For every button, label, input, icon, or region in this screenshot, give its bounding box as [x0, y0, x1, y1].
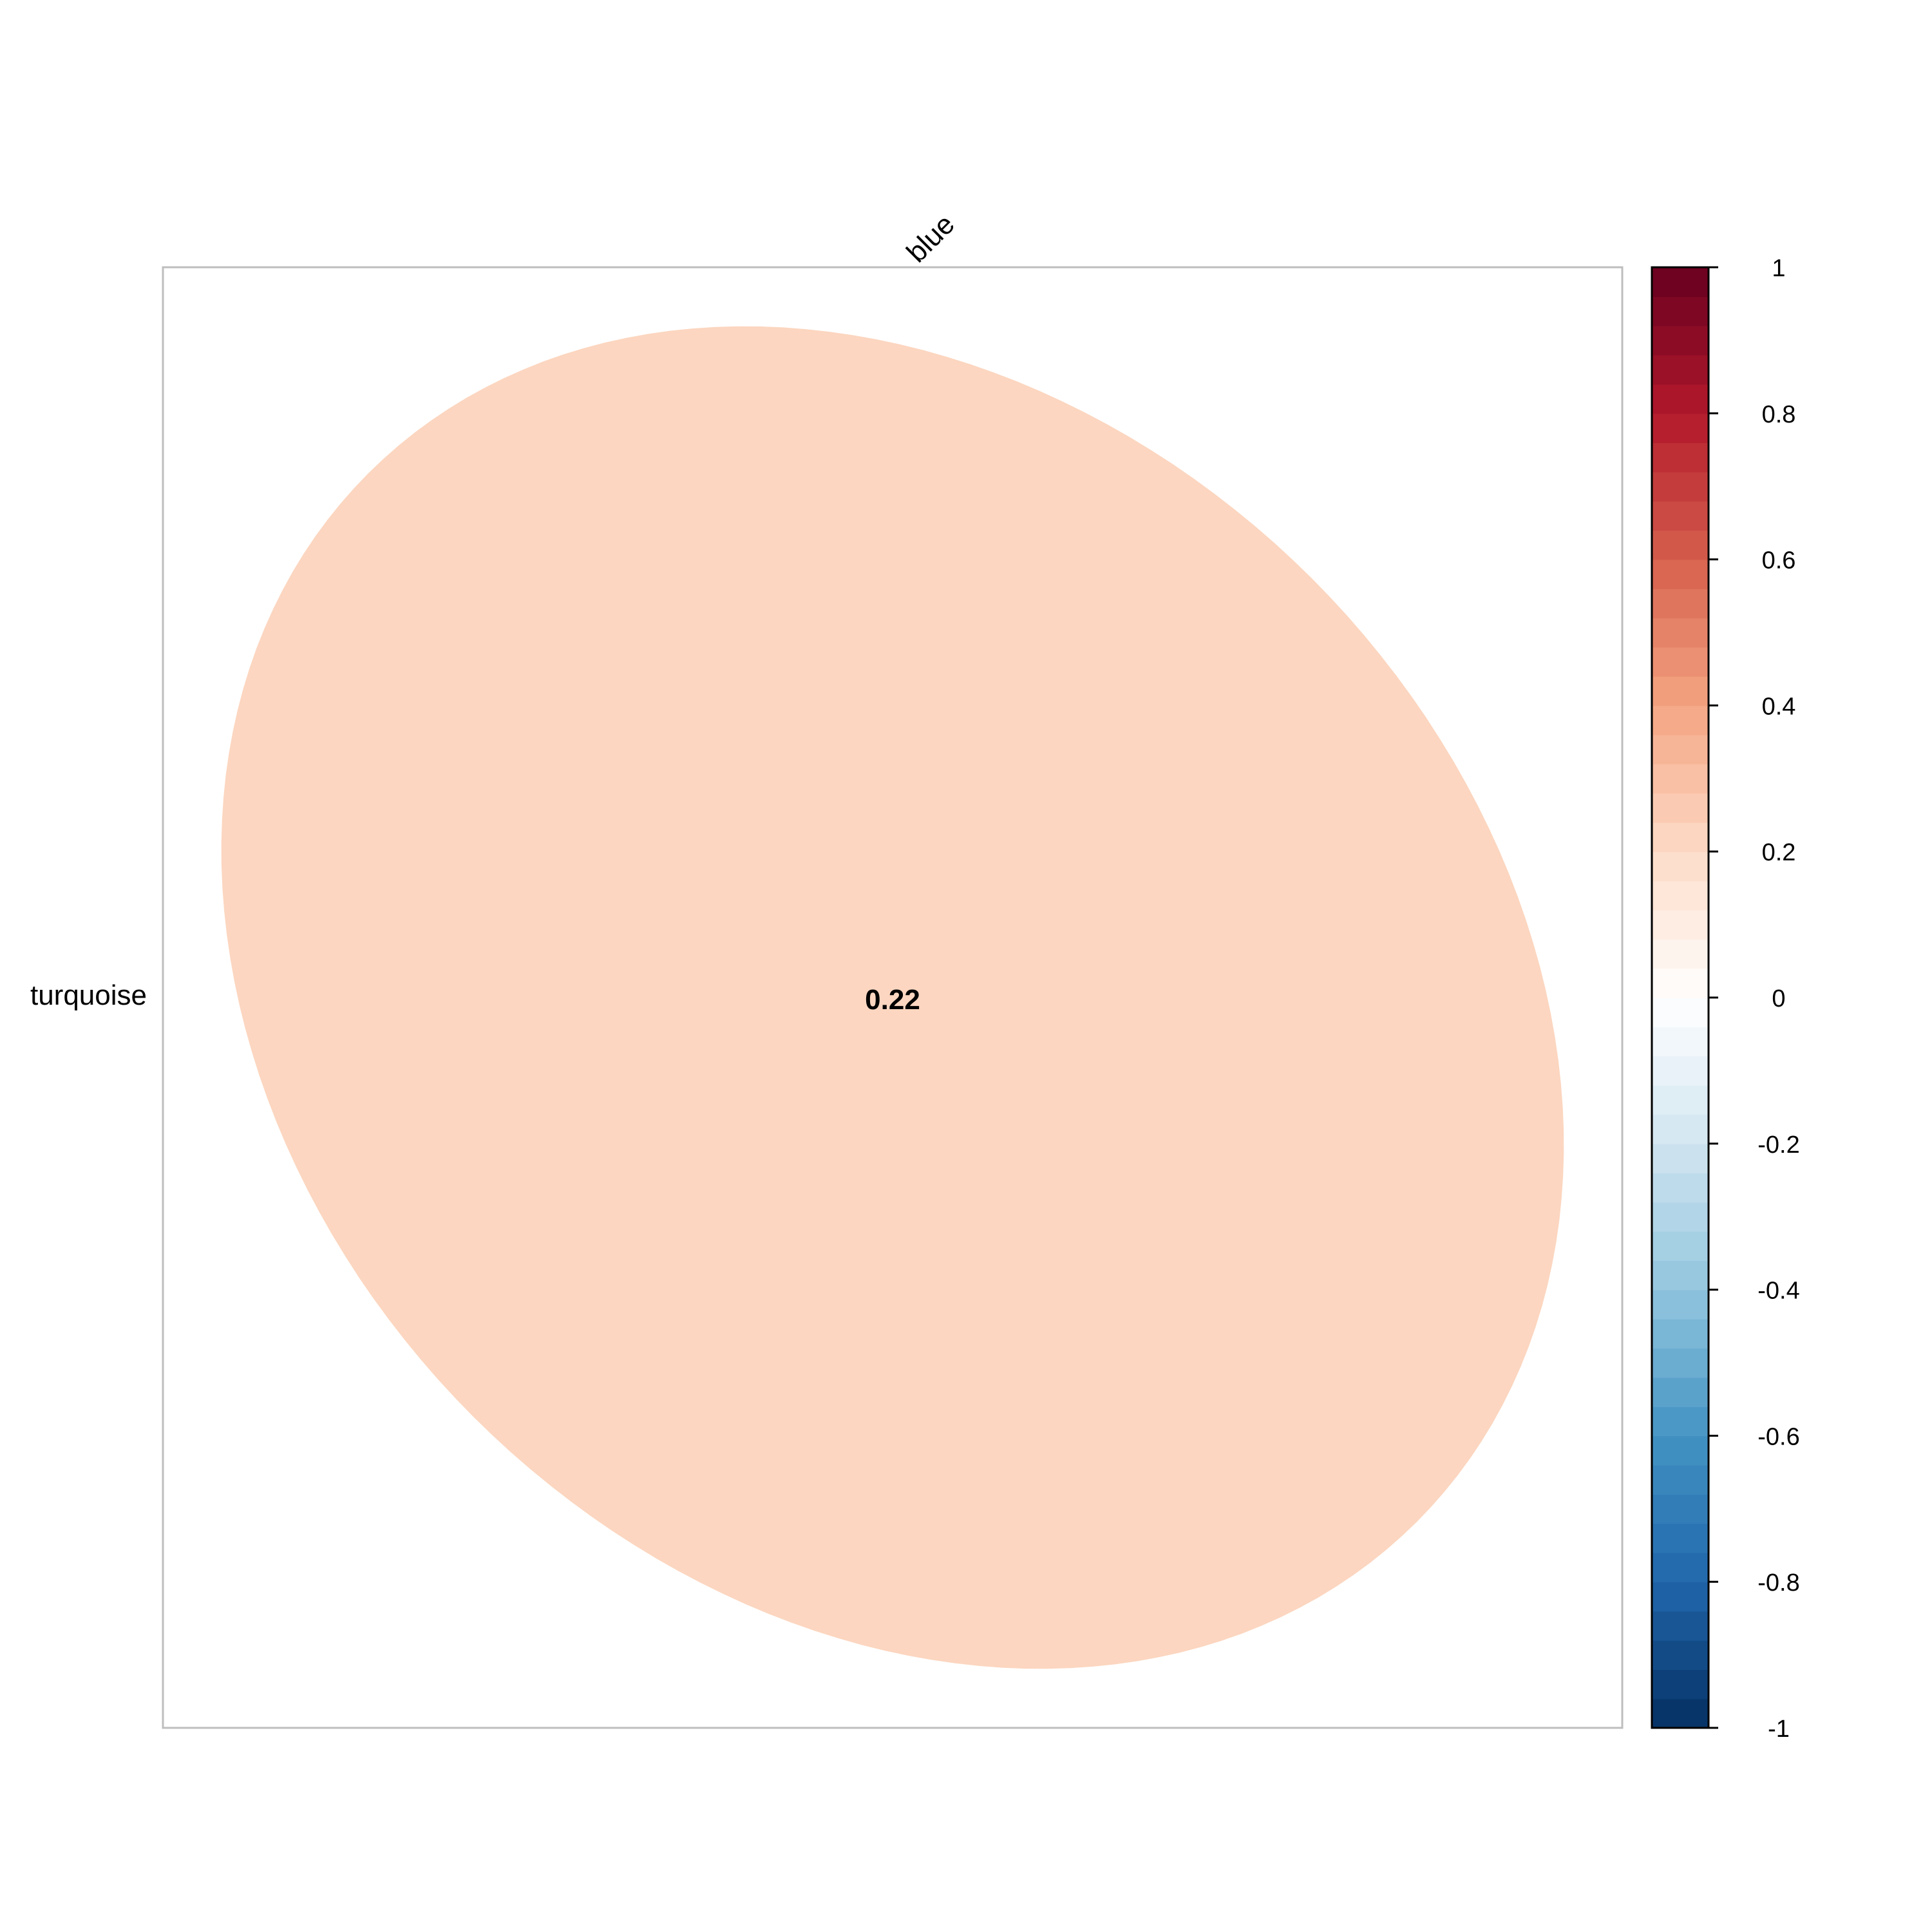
colorbar-swatch [1652, 500, 1709, 531]
colorbar-tick-label: 0 [1772, 985, 1785, 1012]
colorbar-swatch [1652, 1611, 1709, 1641]
colorbar-swatch [1652, 968, 1709, 998]
colorbar-swatch [1652, 442, 1709, 473]
colorbar-swatch [1652, 1114, 1709, 1144]
colorbar-swatch [1652, 909, 1709, 940]
colorbar-swatch [1652, 384, 1709, 414]
colorbar-swatch [1652, 559, 1709, 589]
colorbar-swatch [1652, 1056, 1709, 1086]
colorbar-swatch [1652, 267, 1709, 298]
correlation-ellipse [221, 326, 1564, 1669]
colorbar-tick-label: -0.6 [1757, 1423, 1799, 1450]
colorbar-swatch [1652, 1085, 1709, 1115]
colorbar-tick-label: 0.4 [1762, 693, 1796, 720]
colorbar-swatch [1652, 1377, 1709, 1407]
colorbar-swatch [1652, 1669, 1709, 1700]
colorbar-swatch [1652, 647, 1709, 677]
cell-value-label: 0.22 [865, 984, 920, 1016]
colorbar-swatch [1652, 676, 1709, 706]
colorbar-swatches [1652, 267, 1709, 1728]
colorbar-swatch [1652, 1406, 1709, 1437]
colorbar-swatch [1652, 1464, 1709, 1495]
colorbar-swatch [1652, 1289, 1709, 1320]
colorbar-swatch [1652, 1435, 1709, 1466]
matrix-border [162, 266, 1624, 1729]
colorbar-swatch [1652, 1318, 1709, 1349]
colorbar-swatch [1652, 1494, 1709, 1524]
colorbar-swatch [1652, 705, 1709, 735]
colorbar-swatch [1652, 588, 1709, 619]
colorbar-swatch [1652, 325, 1709, 355]
colorbar-swatch [1652, 1202, 1709, 1232]
colorbar-swatch [1652, 1640, 1709, 1671]
colorbar-swatch [1652, 880, 1709, 911]
colorbar-swatch [1652, 618, 1709, 648]
colorbar-swatch [1652, 355, 1709, 385]
colorbar-tick-label: -0.4 [1757, 1278, 1799, 1305]
colorbar-tick-label: -1 [1768, 1716, 1790, 1743]
colorbar-swatch [1652, 939, 1709, 969]
colorbar-swatch [1652, 1348, 1709, 1378]
colorbar-swatch [1652, 793, 1709, 823]
colorbar-swatch [1652, 1231, 1709, 1262]
colorbar-swatch [1652, 1523, 1709, 1553]
colorbar-swatch [1652, 296, 1709, 327]
colorbar-swatch [1652, 530, 1709, 560]
colorbar-swatch [1652, 1260, 1709, 1291]
colorbar-swatch [1652, 1552, 1709, 1582]
colorbar-swatch [1652, 764, 1709, 794]
colorbar-swatch [1652, 851, 1709, 882]
matrix-cells: 0.22 [162, 266, 1624, 1729]
row-label-turquoise: turquoise [30, 980, 147, 1011]
colorbar-swatch [1652, 471, 1709, 502]
colorbar-swatch [1652, 1582, 1709, 1612]
colorbar-swatch [1652, 734, 1709, 764]
colorbar-tick-label: 0.2 [1762, 839, 1796, 866]
colorbar-swatch [1652, 1143, 1709, 1173]
colorbar-swatch [1652, 413, 1709, 443]
colorbar-swatch [1652, 998, 1709, 1028]
colorbar-tick-label: -0.8 [1757, 1569, 1799, 1596]
colorbar-tick-label: 0.8 [1762, 401, 1796, 428]
colorbar-swatch [1652, 1173, 1709, 1203]
colorbar-tick-label: -0.2 [1757, 1132, 1799, 1159]
colorbar-ticks: 1 0.8 0.6 0.4 0.2 0 -0.2 -0.4 -0.6 -0.8 -1 [1709, 255, 1800, 1743]
colorbar-swatch [1652, 1027, 1709, 1057]
colorbar-swatch [1652, 822, 1709, 852]
colorbar-tick-label: 1 [1772, 255, 1785, 282]
colorbar-tick-label: 0.6 [1762, 547, 1796, 574]
colorbar-swatch [1652, 1698, 1709, 1728]
colorbar: 1 0.8 0.6 0.4 0.2 0 -0.2 -0.4 -0.6 -0.8 -1 [1651, 255, 1800, 1743]
